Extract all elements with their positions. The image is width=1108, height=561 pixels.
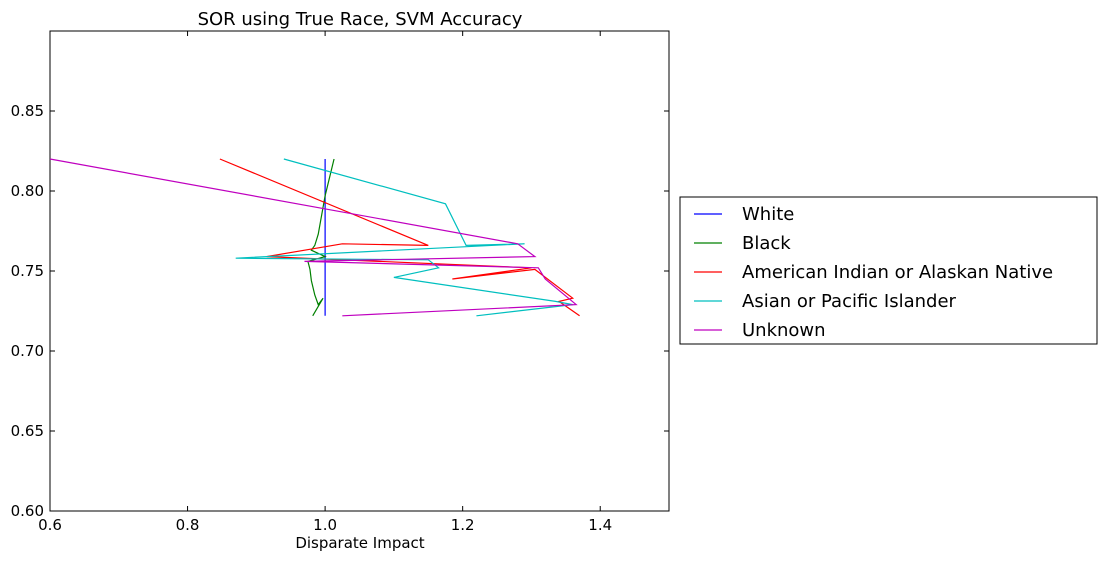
- legend-box: [679, 196, 1098, 345]
- y-tick-label: 0.85: [11, 102, 44, 120]
- legend-label: Unknown: [742, 320, 826, 341]
- legend: White Black American Indian or Alaskan Nat…: [679, 196, 1098, 345]
- x-axis-label: Disparate Impact: [295, 534, 424, 552]
- series-line-3: [219, 158, 580, 317]
- legend-label: American Indian or Alaskan Native: [742, 262, 1053, 283]
- legend-label: Black: [742, 233, 791, 254]
- chart-title: SOR using True Race, SVM Accuracy: [198, 9, 523, 30]
- x-tick-label: 1.4: [588, 516, 612, 534]
- x-tick-label: 0.6: [38, 516, 62, 534]
- x-tick-label: 1.0: [313, 516, 337, 534]
- y-tick-label: 0.75: [11, 262, 44, 280]
- y-tick-label: 0.80: [11, 182, 44, 200]
- x-tick-label: 0.8: [176, 516, 200, 534]
- y-tick-label: 0.65: [11, 422, 44, 440]
- legend-label: White: [742, 204, 794, 225]
- series-layer: [49, 158, 580, 317]
- series-line-4: [235, 158, 573, 317]
- series-line-5: [49, 158, 578, 317]
- y-tick-label: 0.60: [11, 502, 44, 520]
- x-tick-label: 1.2: [451, 516, 475, 534]
- legend-label: Asian or Pacific Islander: [742, 291, 957, 312]
- y-tick-label: 0.70: [11, 342, 44, 360]
- ticks-layer: 0.6 0.8 1.0 1.2 1.4 0.60 0.65 0.70 0.75 0.80 0.85: [11, 31, 669, 534]
- plot-area: [49, 30, 670, 512]
